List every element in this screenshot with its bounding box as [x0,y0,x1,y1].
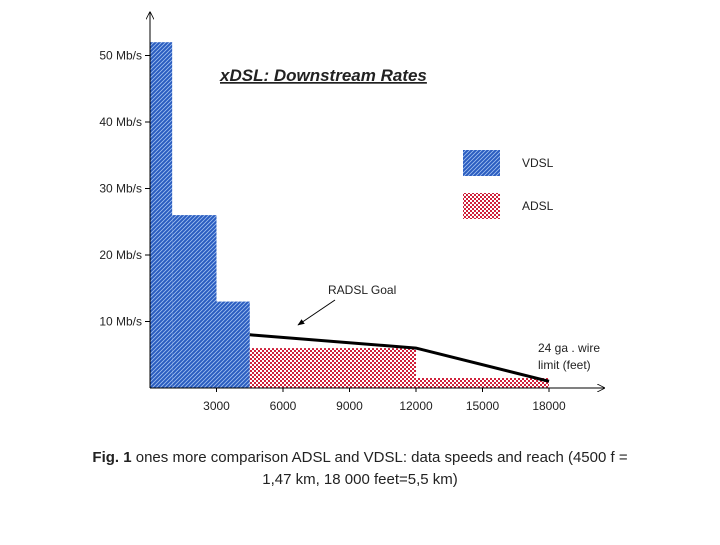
caption: Fig. 1 ones more comparison ADSL and VDS… [92,449,627,466]
caption-text: 1,47 km, 18 000 feet=5,5 km) [262,471,458,488]
bar [150,42,173,388]
annotation: limit (feet) [538,358,591,372]
bar [249,348,416,388]
y-tick-label: 20 Mb/s [99,248,142,262]
goal-line [249,333,550,383]
y-tick-label: 50 Mb/s [99,49,142,63]
x-tick-label: 12000 [399,399,433,413]
chart-title: xDSL: Downstream Rates [219,66,427,85]
y-tick-label: 10 Mb/s [99,315,142,329]
bar [172,215,217,388]
y-tick-label: 30 Mb/s [99,182,142,196]
legend-swatch [463,150,500,176]
y-tick-label: 40 Mb/s [99,115,142,129]
legend-label: ADSL [522,199,554,213]
legend-swatch [463,193,500,219]
legend-label: VDSL [522,156,554,170]
x-tick-label: 15000 [466,399,500,413]
annotation: 24 ga . wire [538,341,600,355]
goal-arrow [297,299,336,326]
goal-label: RADSL Goal [328,283,396,297]
bar [416,378,549,388]
bar [216,301,250,388]
x-tick-label: 9000 [336,399,363,413]
x-tick-label: 6000 [270,399,297,413]
x-tick-label: 18000 [532,399,566,413]
caption-label: Fig. 1 [92,449,131,466]
caption-text: ones more comparison ADSL and VDSL: data… [136,449,628,466]
x-tick-label: 3000 [203,399,230,413]
